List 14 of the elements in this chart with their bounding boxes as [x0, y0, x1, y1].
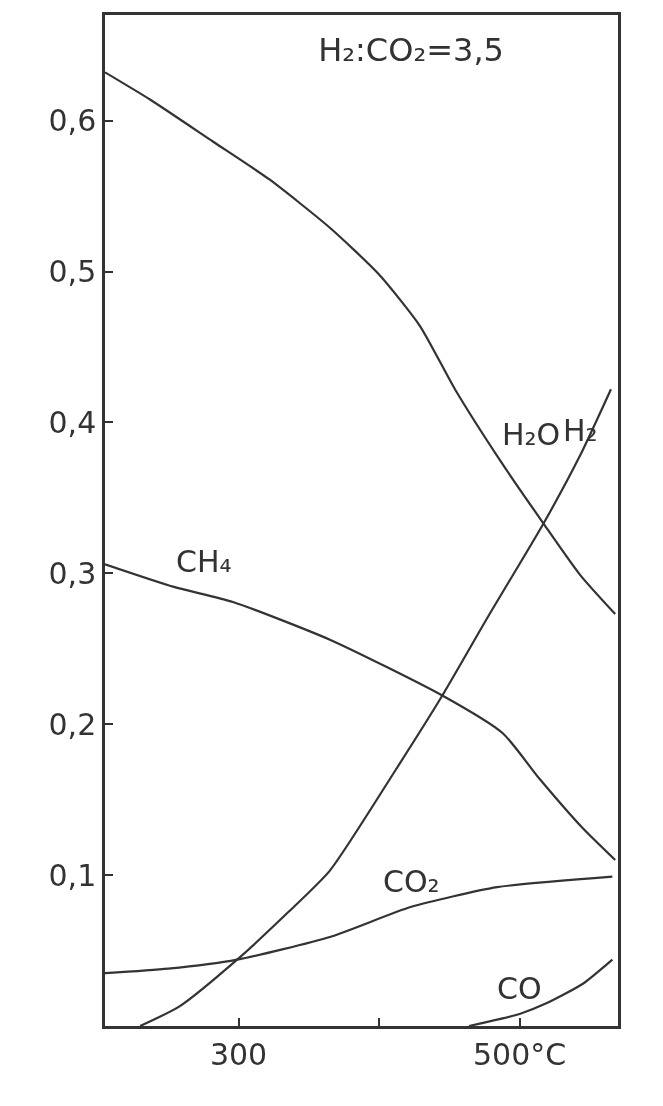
y-tick-label: 0,5 [48, 254, 97, 290]
text: H₂:CO₂=3,5 [318, 30, 504, 69]
series-label: CH₄ [176, 544, 232, 579]
series-label: CO [497, 971, 542, 1006]
x-tick-label: 500°C [473, 1036, 567, 1072]
y-tick-label: 0,1 [48, 857, 97, 893]
series-label: CO₂ [383, 864, 440, 899]
y-tick-label: 0,2 [48, 706, 97, 742]
series-label: H₂O [502, 417, 561, 452]
y-tick-label: 0,4 [48, 404, 97, 440]
line-series [467, 958, 614, 1026]
y-tick-label: 0,6 [48, 103, 97, 139]
y-tick-label: 0,3 [48, 555, 97, 591]
x-tick-label: 300 [209, 1036, 268, 1072]
